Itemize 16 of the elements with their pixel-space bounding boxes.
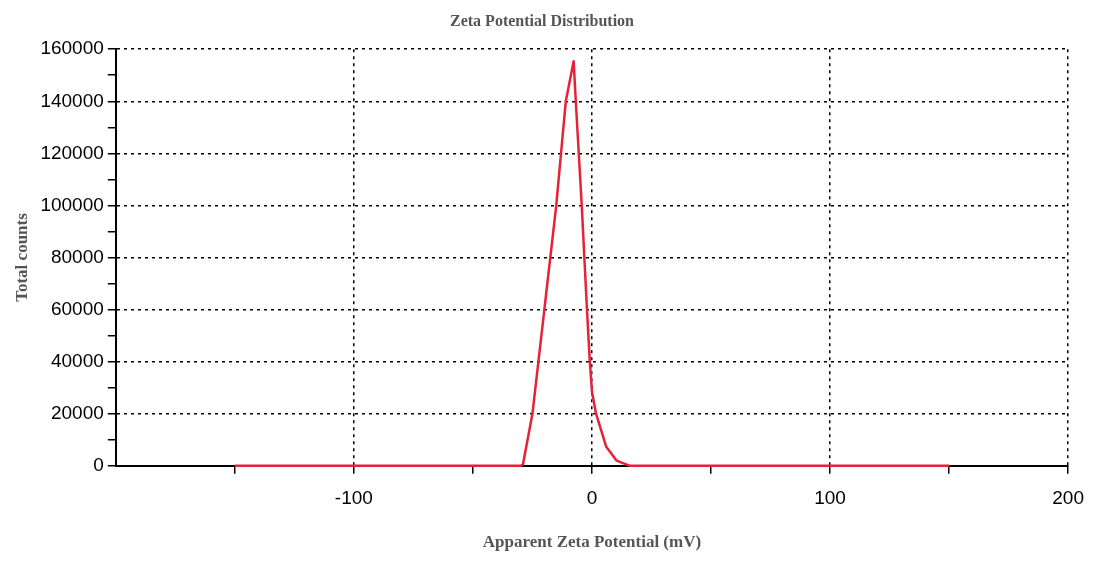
y-axis-title: Total counts [11, 212, 31, 302]
y-tick-label: 40000 [50, 349, 104, 371]
y-tick-label: 0 [93, 454, 104, 476]
y-tick-label: 160000 [40, 37, 104, 59]
y-tick-label: 20000 [50, 401, 104, 423]
x-tick-label: -100 [334, 487, 373, 509]
x-tick-label: 200 [1052, 487, 1084, 509]
chart-title: Zeta Potential Distribution [450, 11, 635, 29]
x-tick-label: 100 [814, 487, 846, 509]
y-tick-label: 120000 [40, 141, 104, 163]
y-tick-label: 140000 [40, 89, 104, 111]
y-tick-label: 60000 [50, 297, 104, 319]
x-tick-label: 0 [586, 487, 598, 509]
y-tick-label: 100000 [40, 193, 104, 215]
y-tick-label: 80000 [50, 245, 104, 267]
x-axis-title: Apparent Zeta Potential (mV) [482, 532, 702, 552]
